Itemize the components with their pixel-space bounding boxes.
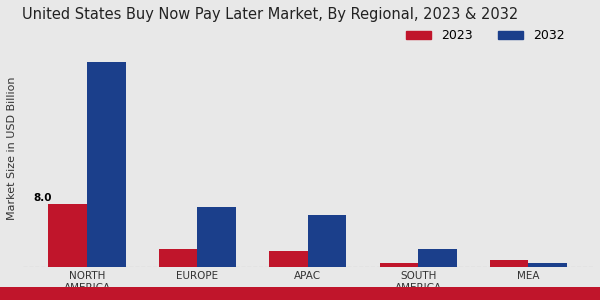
Bar — [87, 61, 125, 267]
Bar — [380, 263, 418, 267]
Bar — [269, 251, 308, 267]
Bar — [490, 260, 529, 267]
Bar — [529, 263, 567, 267]
Bar — [197, 208, 236, 267]
Text: United States Buy Now Pay Later Market, By Regional, 2023 & 2032: United States Buy Now Pay Later Market, … — [23, 7, 519, 22]
Y-axis label: Market Size in USD Billion: Market Size in USD Billion — [7, 76, 17, 220]
Legend: 2023, 2032: 2023, 2032 — [401, 25, 569, 47]
Bar — [308, 215, 346, 267]
Bar — [418, 249, 457, 267]
Bar — [159, 249, 197, 267]
Bar — [49, 203, 87, 267]
Text: 8.0: 8.0 — [33, 193, 52, 203]
